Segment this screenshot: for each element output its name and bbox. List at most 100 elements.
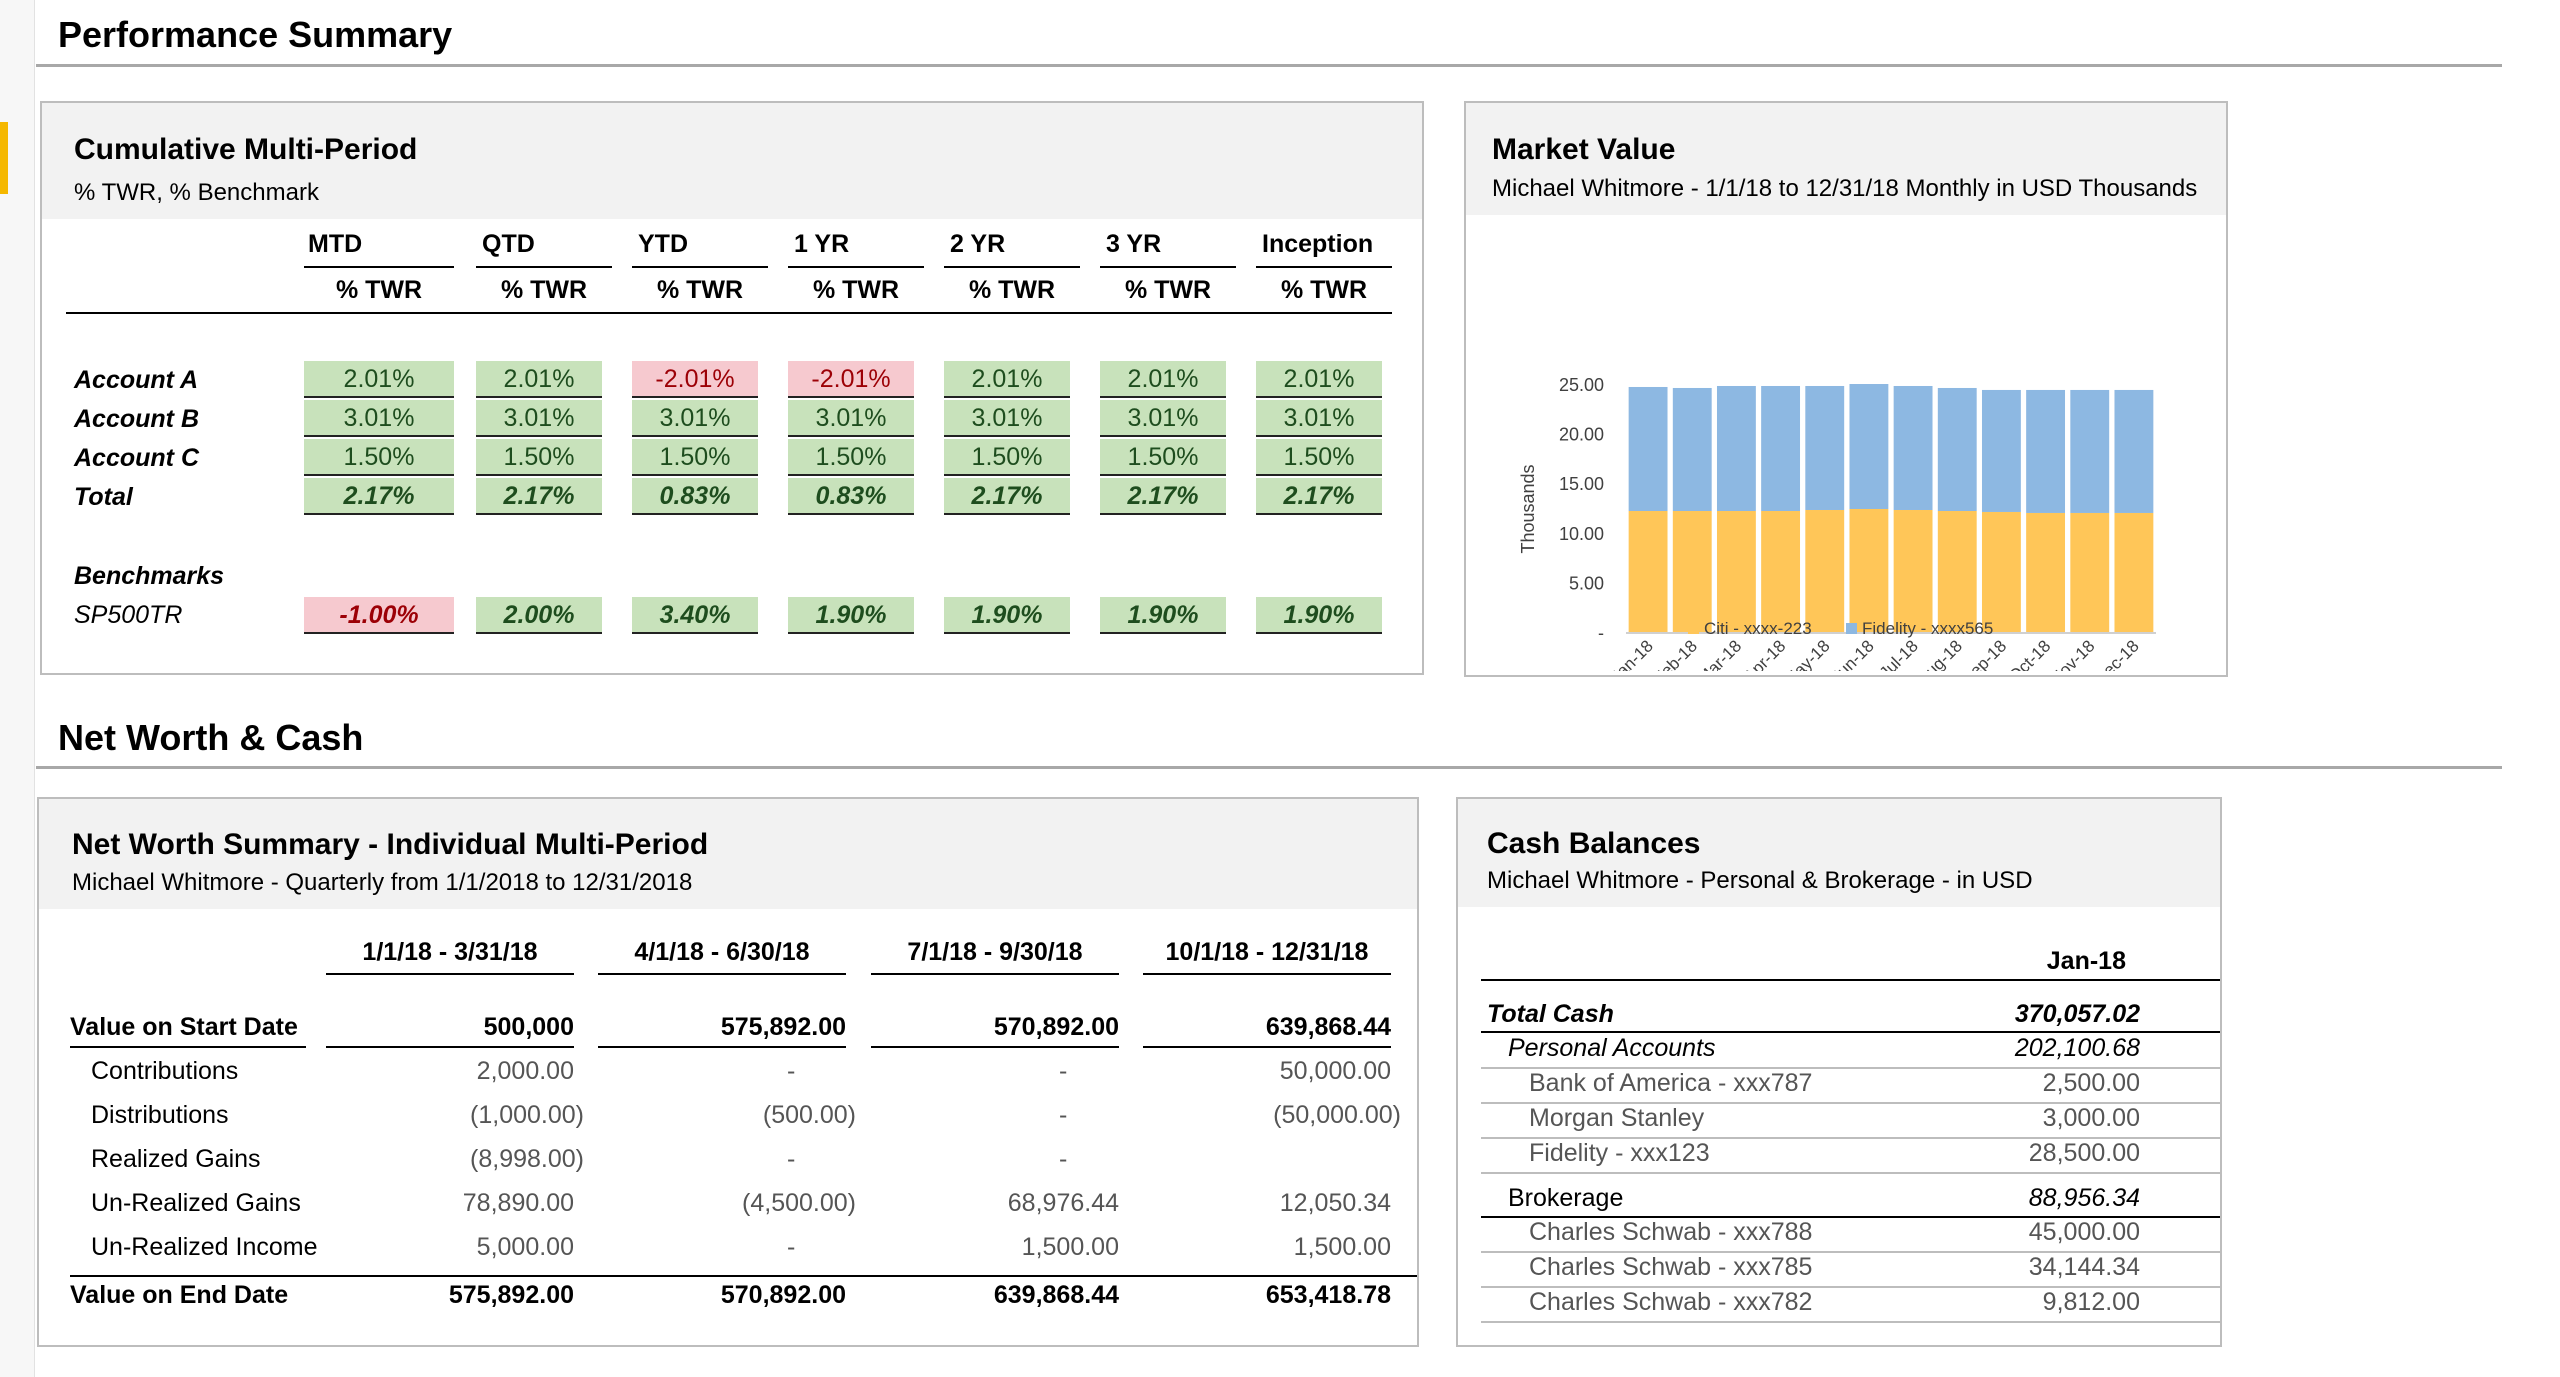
brokerage-rule	[1481, 1216, 2220, 1218]
period-header-qtd: QTD	[482, 230, 535, 258]
twr-total-cell: 2.17%	[304, 478, 454, 515]
bar-segment-fidelity	[2114, 389, 2154, 513]
start-value: 570,892.00	[993, 1013, 1119, 1041]
twr-cell: 2.01%	[1256, 361, 1382, 398]
metric-header: % TWR	[1280, 276, 1368, 304]
x-tick-label: Dec-18	[2091, 636, 2143, 671]
metric-header: % TWR	[1124, 276, 1212, 304]
twr-cell: 3.01%	[944, 400, 1070, 437]
end-value-label: Value on End Date	[70, 1281, 289, 1309]
start-value: 500,000	[483, 1013, 574, 1041]
y-tick-label: 20.00	[1559, 425, 1604, 445]
cash-card-header	[1458, 799, 2220, 907]
cash-account-value: 45,000.00	[2028, 1218, 2140, 1246]
metric-header: % TWR	[812, 276, 900, 304]
period-underline	[632, 266, 768, 268]
cumulative-subtitle: % TWR, % Benchmark	[74, 179, 319, 206]
cash-account-label: Charles Schwab - xxx782	[1529, 1288, 1813, 1316]
metric-header: % TWR	[968, 276, 1056, 304]
networth-card: Net Worth Summary - Individual Multi-Per…	[37, 797, 1419, 1347]
bar-segment-fidelity	[2070, 389, 2110, 513]
start-row-underline	[871, 1046, 1119, 1048]
brokerage-label: Brokerage	[1508, 1184, 1624, 1212]
twr-cell: 3.01%	[1256, 400, 1382, 437]
networth-cell: 12,050.34	[1279, 1189, 1391, 1217]
cash-account-value: 28,500.00	[2028, 1139, 2140, 1167]
market-value-card-header	[1466, 103, 2226, 215]
twr-total-cell: 2.17%	[1256, 478, 1382, 515]
quarter-underline	[598, 973, 846, 975]
bar-segment-fidelity	[1805, 385, 1845, 510]
quarter-underline	[871, 973, 1119, 975]
end-row-top-rule	[70, 1275, 1417, 1277]
market-value-title: Market Value	[1492, 133, 1676, 166]
x-tick-label: Sep-18	[1958, 636, 2010, 671]
period-header-mtd: MTD	[308, 230, 363, 258]
twr-total-cell: 0.83%	[788, 478, 914, 515]
networth-cell: -	[787, 1057, 796, 1085]
x-tick-label: Aug-18	[1914, 636, 1966, 671]
quarter-header: 7/1/18 - 9/30/18	[907, 938, 1083, 966]
cash-header-rule	[1481, 979, 2220, 981]
bar-segment-citi	[1716, 510, 1756, 633]
start-row-underline	[1143, 1046, 1391, 1048]
x-tick-label: Apr-18	[1740, 636, 1790, 671]
benchmark-label: SP500TR	[74, 601, 183, 629]
period-header-1yr: 1 YR	[794, 230, 850, 258]
benchmark-cell: 2.00%	[476, 597, 602, 634]
twr-cell: 1.50%	[788, 439, 914, 476]
distributions-label: Distributions	[91, 1101, 229, 1129]
cash-account-label: Morgan Stanley	[1529, 1104, 1705, 1132]
twr-cell: 2.01%	[304, 361, 454, 398]
twr-cell: 1.50%	[304, 439, 454, 476]
cash-account-value: 2,500.00	[2042, 1069, 2140, 1097]
bar-segment-citi	[1893, 509, 1933, 633]
cash-row-rule	[1481, 1286, 2220, 1288]
twr-cell: 1.50%	[632, 439, 758, 476]
period-header-3yr: 3 YR	[1106, 230, 1162, 258]
cash-card: Cash Balances Michael Whitmore - Persona…	[1456, 797, 2222, 1347]
cumulative-title: Cumulative Multi-Period	[74, 133, 418, 166]
personal-accounts-value: 202,100.68	[2014, 1034, 2140, 1062]
benchmarks-heading: Benchmarks	[74, 562, 225, 590]
cash-row-rule	[1481, 1102, 2220, 1104]
bar-segment-citi	[1761, 510, 1801, 633]
realized-gains-label: Realized Gains	[91, 1145, 261, 1173]
twr-cell: -2.01%	[632, 361, 758, 398]
bar-segment-citi	[1628, 510, 1668, 633]
networth-section-divider	[36, 766, 2502, 769]
y-tick-label: 5.00	[1569, 573, 1604, 593]
cash-account-label: Fidelity - xxx123	[1529, 1139, 1710, 1167]
market-value-chart: Thousands - 5.00 10.00 15.00 20.00 25.00 Jan-18…	[1518, 375, 2156, 671]
metric-header: % TWR	[656, 276, 744, 304]
bar-segment-citi	[1805, 509, 1845, 633]
row-label-account-b: Account B	[74, 405, 199, 433]
cash-column-header: Jan-18	[2046, 947, 2126, 975]
cash-account-value: 3,000.00	[2042, 1104, 2140, 1132]
start-row-underline	[70, 1046, 306, 1048]
twr-cell: 3.01%	[1100, 400, 1226, 437]
end-value: 575,892.00	[448, 1281, 574, 1309]
networth-cell: (8,998.00)	[470, 1145, 584, 1173]
bar-segment-fidelity	[1893, 385, 1933, 510]
bar-segment-fidelity	[1672, 387, 1712, 511]
cash-account-label: Charles Schwab - xxx788	[1529, 1218, 1813, 1246]
benchmark-cell: 1.90%	[1256, 597, 1382, 634]
y-tick-label: 15.00	[1559, 474, 1604, 494]
brokerage-value: 88,956.34	[2028, 1184, 2140, 1212]
twr-cell: 3.01%	[788, 400, 914, 437]
total-cash-value: 370,057.02	[2014, 1000, 2140, 1028]
bar-segment-fidelity	[2026, 389, 2066, 513]
x-tick-label: Oct-18	[2005, 636, 2055, 671]
quarter-header: 4/1/18 - 6/30/18	[634, 938, 810, 966]
start-row-underline	[326, 1046, 574, 1048]
x-tick-label: Jul-18	[1876, 636, 1922, 671]
bar-segment-fidelity	[1761, 385, 1801, 511]
bar-segment-citi	[2026, 512, 2066, 633]
contributions-label: Contributions	[91, 1057, 239, 1085]
cash-account-value: 34,144.34	[2028, 1253, 2140, 1281]
end-value: 639,868.44	[993, 1281, 1119, 1309]
x-tick-label: May-18	[1780, 636, 1834, 671]
bar-segment-fidelity	[1981, 389, 2021, 512]
bar-segment-citi	[1849, 509, 1889, 633]
